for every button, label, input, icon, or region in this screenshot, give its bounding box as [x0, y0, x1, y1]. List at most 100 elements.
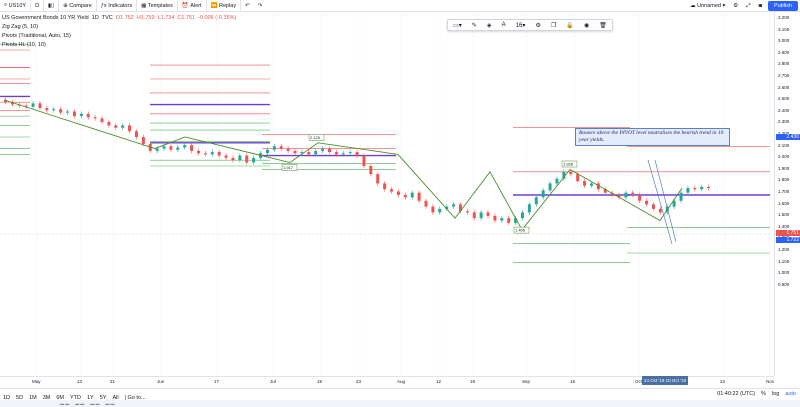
- price-label: 2.800: [778, 61, 790, 67]
- layout-selector[interactable]: ☁ Unnamed ▾: [690, 3, 726, 9]
- range-ytd[interactable]: YTD: [69, 395, 81, 401]
- panel-tab-icon: ▬ ▬: [90, 401, 100, 406]
- symbol-title: US Government Bonds 10 YR Yield: [2, 15, 89, 21]
- price-label: 2.900: [778, 49, 790, 55]
- clock-readout[interactable]: 01:40:22 (UTC): [717, 391, 756, 397]
- price-axis[interactable]: 3.200 3.100 3.000 2.900 2.800 2.700 2.600 2.500…: [774, 12, 800, 376]
- pencil-icon[interactable]: ✎: [471, 22, 477, 29]
- candle: [355, 152, 359, 156]
- undo-button[interactable]: ↶: [241, 0, 254, 12]
- hide-icon[interactable]: ◉: [583, 22, 590, 29]
- candle: [59, 109, 63, 113]
- candle: [4, 99, 7, 103]
- bottom-panel-tabs[interactable]: ▬ ▬ ▬ ▬ ▬ ▬ ▬ ▬: [0, 400, 800, 407]
- candle: [114, 125, 118, 128]
- text-color-icon[interactable]: A: [501, 22, 506, 28]
- candle: [197, 150, 201, 154]
- zigzag-label-box: [308, 134, 325, 141]
- candle: [252, 157, 256, 163]
- lock-icon[interactable]: 🔒: [566, 22, 574, 29]
- camera-button[interactable]: ◙: [755, 0, 766, 12]
- candle: [224, 155, 228, 158]
- chart-legend: US Government Bonds 10 YR Yield 1D TVC O…: [2, 15, 237, 48]
- candle: [210, 152, 214, 155]
- range-1y[interactable]: 1Y: [86, 395, 94, 401]
- candle: [438, 208, 442, 213]
- indicator-zigzag[interactable]: Zig Zag (5, 10): [2, 24, 39, 30]
- candle: [279, 146, 283, 149]
- range-1m[interactable]: 1M: [29, 395, 37, 401]
- settings-button[interactable]: ⚙: [729, 0, 742, 12]
- settings-icon[interactable]: ⚙: [535, 22, 541, 29]
- interval-button[interactable]: D: [31, 0, 45, 12]
- candle: [458, 204, 462, 212]
- redo-button[interactable]: ↷: [254, 0, 267, 12]
- replay-button[interactable]: ⏪ Replay: [207, 0, 242, 12]
- drawing-toolbar: ▭▾ ✎ ◈ A 16▾ ⚙ ❐ 🔒 ◉ 🗑: [447, 19, 613, 31]
- time-label: 21: [110, 379, 116, 384]
- candle: [686, 188, 690, 193]
- range-1d[interactable]: 1D: [3, 395, 11, 401]
- price-label: 3.100: [778, 26, 790, 32]
- candle: [631, 192, 635, 195]
- candle: [583, 181, 587, 186]
- candle: [707, 186, 711, 189]
- auto-toggle[interactable]: auto: [785, 391, 796, 397]
- percent-toggle[interactable]: %: [761, 391, 766, 397]
- candle: [38, 103, 42, 108]
- time-axis[interactable]: May 13 21 Jun 17 Jul 15 23 Aug 12 19 Sep 16 Oct 22 Nov: [0, 376, 774, 388]
- price-label: 2.200: [778, 131, 789, 136]
- zigzag-line: [3, 99, 683, 231]
- text-callout[interactable]: Bounce above the PIVOT level neutralises…: [575, 128, 730, 146]
- goto-button[interactable]: | Go to...: [124, 395, 146, 401]
- camera-icon: ◙: [758, 3, 762, 9]
- range-5y[interactable]: 5Y: [99, 395, 107, 401]
- candle: [390, 189, 394, 192]
- price-label: 2.500: [778, 96, 790, 102]
- fullscreen-button[interactable]: ⤢: [742, 0, 754, 12]
- alert-button[interactable]: ⏰ Alert: [178, 0, 207, 12]
- range-6m[interactable]: 6M: [56, 395, 64, 401]
- price-label: 1.100: [778, 258, 790, 264]
- indicator-pivots[interactable]: Pivots (Traditional, Auto, 15): [2, 33, 71, 39]
- compare-button[interactable]: ⊕ Compare: [59, 0, 97, 12]
- candle: [190, 145, 194, 151]
- candle: [651, 204, 655, 209]
- candle: [527, 204, 531, 213]
- publish-button[interactable]: Publish: [767, 1, 798, 11]
- zigzag-polyline: [3, 99, 683, 231]
- time-label: Aug: [397, 379, 406, 384]
- time-label: Jun: [157, 379, 165, 384]
- candle: [376, 174, 380, 184]
- price-label: 2.000: [778, 154, 790, 160]
- fill-icon[interactable]: ◈: [486, 22, 492, 29]
- log-toggle[interactable]: log: [771, 391, 780, 397]
- trash-icon[interactable]: 🗑: [599, 22, 607, 29]
- templates-button[interactable]: ▦ Templates: [137, 0, 178, 12]
- range-5d[interactable]: 5D: [16, 395, 24, 401]
- indicators-button[interactable]: ƒx Indicators: [97, 0, 138, 12]
- chart-canvas[interactable]: 2.125 1.917 1.928 1.406: [0, 12, 774, 376]
- candle: [10, 102, 14, 105]
- template-icon[interactable]: ▭▾: [453, 22, 462, 29]
- chart-grid: [35, 12, 771, 376]
- candle: [576, 174, 580, 182]
- symbol-search[interactable]: ⌕ US10Y: [0, 0, 32, 12]
- font-size-select[interactable]: 16▾: [515, 22, 526, 29]
- candle: [431, 206, 435, 213]
- candle: [624, 192, 628, 198]
- range-3m[interactable]: 3M: [42, 395, 51, 401]
- candle: [79, 113, 83, 117]
- zigzag-label: 2.125: [310, 135, 321, 140]
- candle: [327, 148, 331, 153]
- candle: [465, 211, 469, 213]
- range-all[interactable]: All: [112, 395, 119, 401]
- candle: [203, 153, 207, 155]
- indicator-pivots-hl[interactable]: Pivots HL (10, 10): [2, 42, 46, 48]
- price-label: 3.000: [778, 38, 790, 44]
- chart-type-button[interactable]: ▮▯: [44, 0, 60, 12]
- clone-icon[interactable]: ❐: [550, 22, 557, 29]
- price-label: 2.100: [778, 142, 790, 148]
- callout-pointer-2: [654, 159, 677, 243]
- callout-pointer: [647, 159, 673, 245]
